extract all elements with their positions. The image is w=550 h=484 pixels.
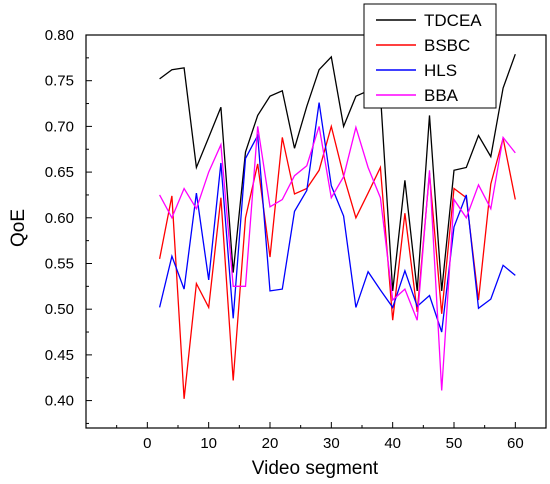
legend-label-bba: BBA — [424, 86, 459, 105]
axis-ticks: 0 10 20 30 40 50 60 0.40 0.45 0.50 0.55 0.60 0.65 0.7… — [45, 27, 547, 452]
x-tick-label: 20 — [262, 435, 279, 452]
plot-area — [85, 34, 547, 429]
series-lines — [158, 53, 516, 399]
y-tick-label: 0.60 — [45, 210, 74, 227]
legend-label-tdcea: TDCEA — [424, 11, 482, 30]
series-line-tdcea — [159, 53, 516, 291]
legend-label-hls: HLS — [424, 61, 457, 80]
plot-border — [85, 34, 547, 429]
series-line-bba — [159, 124, 516, 391]
x-tick-label: 40 — [384, 435, 401, 452]
y-tick-label: 0.75 — [45, 73, 74, 90]
x-tick-label: 10 — [200, 435, 217, 452]
y-axis-title: QoE — [8, 209, 29, 247]
x-tick-label: 30 — [323, 435, 340, 452]
y-tick-label: 0.40 — [45, 393, 74, 410]
x-tick-label: 50 — [446, 435, 463, 452]
legend: TDCEA BSBC HLS BBA — [363, 3, 497, 109]
x-tick-label: 0 — [143, 435, 151, 452]
y-tick-label: 0.70 — [45, 118, 74, 135]
y-tick-label: 0.55 — [45, 255, 74, 272]
legend-box — [363, 3, 497, 109]
x-axis-title: Video segment — [252, 458, 379, 479]
y-tick-label: 0.65 — [45, 164, 74, 181]
series-line-hls — [158, 102, 516, 333]
y-tick-label: 0.50 — [45, 301, 74, 318]
y-tick-label: 0.80 — [45, 27, 74, 44]
series-line-bsbc — [158, 123, 516, 399]
y-tick-label: 0.45 — [45, 347, 74, 364]
x-tick-label: 60 — [507, 435, 524, 452]
legend-label-bsbc: BSBC — [424, 36, 470, 55]
